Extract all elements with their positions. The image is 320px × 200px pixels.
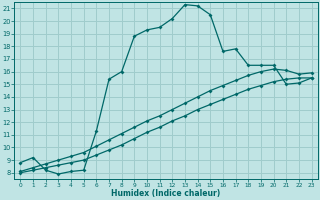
- X-axis label: Humidex (Indice chaleur): Humidex (Indice chaleur): [111, 189, 220, 198]
